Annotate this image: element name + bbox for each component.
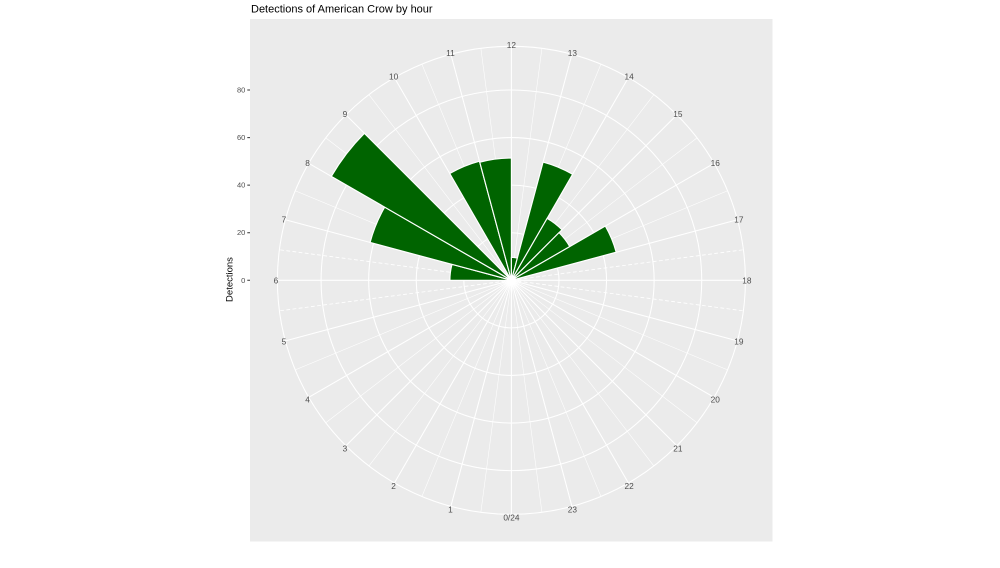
svg-text:10: 10 xyxy=(389,72,399,82)
svg-text:18: 18 xyxy=(742,276,752,286)
svg-text:22: 22 xyxy=(624,481,634,491)
svg-text:5: 5 xyxy=(282,337,287,347)
svg-text:17: 17 xyxy=(734,215,744,225)
svg-text:9: 9 xyxy=(343,109,348,119)
svg-text:23: 23 xyxy=(568,504,578,514)
svg-text:12: 12 xyxy=(507,40,517,50)
svg-text:16: 16 xyxy=(711,158,721,168)
svg-text:60: 60 xyxy=(237,133,245,142)
svg-text:21: 21 xyxy=(673,443,683,453)
svg-text:4: 4 xyxy=(305,395,310,405)
svg-text:3: 3 xyxy=(343,443,348,453)
svg-text:7: 7 xyxy=(282,215,287,225)
svg-text:0: 0 xyxy=(241,276,245,285)
svg-text:13: 13 xyxy=(568,48,578,58)
svg-text:Detections of American Crow by: Detections of American Crow by hour xyxy=(251,4,433,16)
svg-text:19: 19 xyxy=(734,337,744,347)
svg-text:80: 80 xyxy=(237,86,245,95)
svg-text:6: 6 xyxy=(274,276,279,286)
svg-text:Detections: Detections xyxy=(225,257,236,302)
svg-text:2: 2 xyxy=(391,481,396,491)
svg-text:20: 20 xyxy=(237,228,245,237)
svg-text:1: 1 xyxy=(448,504,453,514)
svg-text:14: 14 xyxy=(624,72,634,82)
svg-text:8: 8 xyxy=(305,158,310,168)
svg-text:15: 15 xyxy=(673,109,683,119)
svg-text:20: 20 xyxy=(711,395,721,405)
svg-text:40: 40 xyxy=(237,181,245,190)
svg-text:0/24: 0/24 xyxy=(503,512,520,522)
svg-text:11: 11 xyxy=(446,48,455,58)
